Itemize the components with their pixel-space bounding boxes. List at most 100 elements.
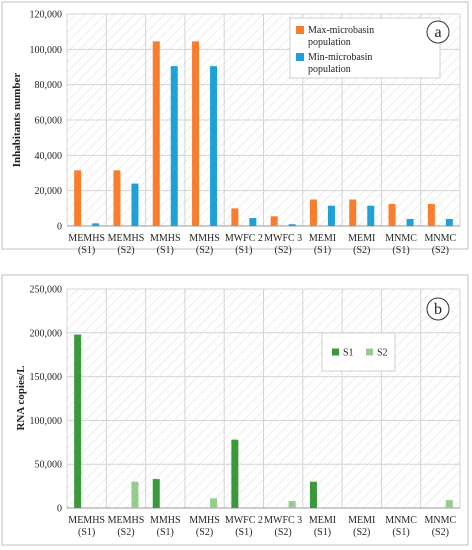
x-tick-label-line: MNMC: [425, 515, 457, 526]
bar: [445, 218, 453, 226]
legend-label-line: population: [308, 37, 351, 48]
y-axis-label: RNA copies/L: [15, 365, 27, 430]
x-tick-label-line: (S2): [353, 527, 370, 538]
x-tick-label: MWFC 2 (S1): [225, 233, 263, 256]
bar: [131, 481, 139, 508]
x-tick-label-line: (S1): [157, 245, 174, 256]
x-tick-label: MEMI (S2): [348, 233, 375, 256]
x-tick-label-line: (S1): [235, 245, 252, 256]
x-tick-label: MEMHS (S1): [68, 515, 105, 538]
bar: [170, 66, 178, 226]
x-tick-label-line: MEMHS: [108, 233, 145, 244]
x-tick-label-line: MEMI: [348, 515, 375, 526]
bar: [406, 218, 414, 226]
y-tick-label: 50,000: [35, 460, 63, 471]
legend-swatch: [296, 53, 304, 61]
bar: [210, 498, 218, 508]
legend-label-line: population: [308, 64, 351, 75]
y-tick-label: 40,000: [35, 151, 63, 162]
x-tick-label-line: (S2): [432, 527, 449, 538]
x-tick-label: MEMHS (S1): [68, 233, 105, 256]
x-tick-label-line: MWFC 2: [225, 515, 263, 526]
x-tick-label-line: (S1): [392, 527, 409, 538]
y-tick-label: 20,000: [35, 186, 63, 197]
x-tick-label: MMHS (S1): [150, 233, 181, 256]
x-tick-label-line: MEMI: [348, 233, 375, 244]
x-tick-label: MNMC (S1): [385, 233, 417, 256]
x-tick-label: MEMHS (S2): [108, 233, 145, 256]
bar: [349, 199, 357, 226]
x-tick-label-line: (S2): [117, 527, 134, 538]
bar: [445, 500, 453, 508]
bar: [131, 183, 139, 226]
bar: [210, 66, 218, 226]
y-tick-label: 150,000: [30, 372, 63, 383]
bar: [152, 479, 160, 508]
x-tick-label-line: (S1): [392, 245, 409, 256]
x-tick-label-line: MMHS: [189, 515, 220, 526]
x-tick-label-line: (S2): [117, 245, 134, 256]
y-tick-label: 0: [57, 504, 62, 515]
y-tick-label: 100,000: [30, 45, 63, 56]
x-tick-label-line: MEMI: [309, 233, 336, 244]
x-tick-label-line: MMHS: [150, 233, 181, 244]
panel-tag-label: a: [434, 24, 441, 41]
bar: [367, 205, 375, 226]
bar: [327, 205, 335, 226]
x-tick-label: MMHS (S1): [150, 515, 181, 538]
x-tick-label: MWFC 3 (S2): [264, 515, 302, 538]
bar: [231, 439, 239, 508]
bar: [270, 216, 278, 226]
x-tick-label-line: (S1): [314, 245, 331, 256]
x-tick-label: MEMHS (S2): [108, 515, 145, 538]
legend-box: [289, 17, 441, 79]
chart-panel-a: 0 20,000 40,000 60,000 80,000 100,000 120,000 M…: [1, 1, 469, 256]
x-tick-label-line: MNMC: [425, 233, 457, 244]
legend-swatch: [366, 348, 373, 356]
x-tick-label-line: MNMC: [385, 515, 417, 526]
x-tick-label: MEMI (S2): [348, 515, 375, 538]
x-tick-label: MNMC (S2): [425, 515, 457, 538]
x-tick-label-line: MMHS: [189, 233, 220, 244]
x-tick-label: MMHS (S2): [189, 515, 220, 538]
x-tick-label-line: (S1): [157, 527, 174, 538]
x-tick-label-line: MEMHS: [68, 233, 105, 244]
y-tick-label: 100,000: [30, 416, 63, 427]
y-tick-label: 200,000: [30, 328, 63, 339]
y-tick-label: 0: [57, 222, 62, 233]
bar: [74, 334, 82, 508]
bar: [152, 41, 160, 227]
x-tick-label-line: (S1): [235, 527, 252, 538]
legend-swatch: [332, 348, 339, 356]
x-tick-label: MWFC 2 (S1): [225, 515, 263, 538]
x-tick-label-line: (S2): [432, 245, 449, 256]
bar: [427, 203, 435, 226]
legend-label: Max-microbasin population: [308, 25, 374, 48]
x-tick-label-line: (S1): [78, 527, 95, 538]
y-tick-label: 120,000: [30, 10, 63, 21]
bar: [74, 170, 82, 226]
legend-label: Min-microbasin population: [308, 52, 372, 75]
y-tick-label: 80,000: [35, 80, 63, 91]
bar: [288, 224, 296, 226]
x-tick-label-line: MEMHS: [68, 515, 105, 526]
y-tick-label: 250,000: [30, 285, 63, 296]
x-tick-label: MMHS (S2): [189, 233, 220, 256]
x-tick-label-line: MEMI: [309, 515, 336, 526]
bar: [231, 208, 239, 226]
bar: [113, 170, 121, 226]
legend-label: S2: [377, 348, 388, 359]
bar: [249, 218, 257, 226]
x-tick-label-line: (S2): [275, 245, 292, 256]
panel-tag-label: b: [434, 301, 442, 318]
legend-swatch: [296, 26, 304, 34]
y-tick-label: 60,000: [35, 116, 63, 127]
bar: [309, 481, 317, 508]
x-tick-label-line: (S1): [314, 527, 331, 538]
panel-tag-circle: [426, 20, 450, 44]
x-tick-label-line: (S2): [196, 527, 213, 538]
bar: [192, 41, 200, 227]
x-tick-label: MNMC (S1): [385, 515, 417, 538]
legend-label: S1: [343, 348, 354, 359]
